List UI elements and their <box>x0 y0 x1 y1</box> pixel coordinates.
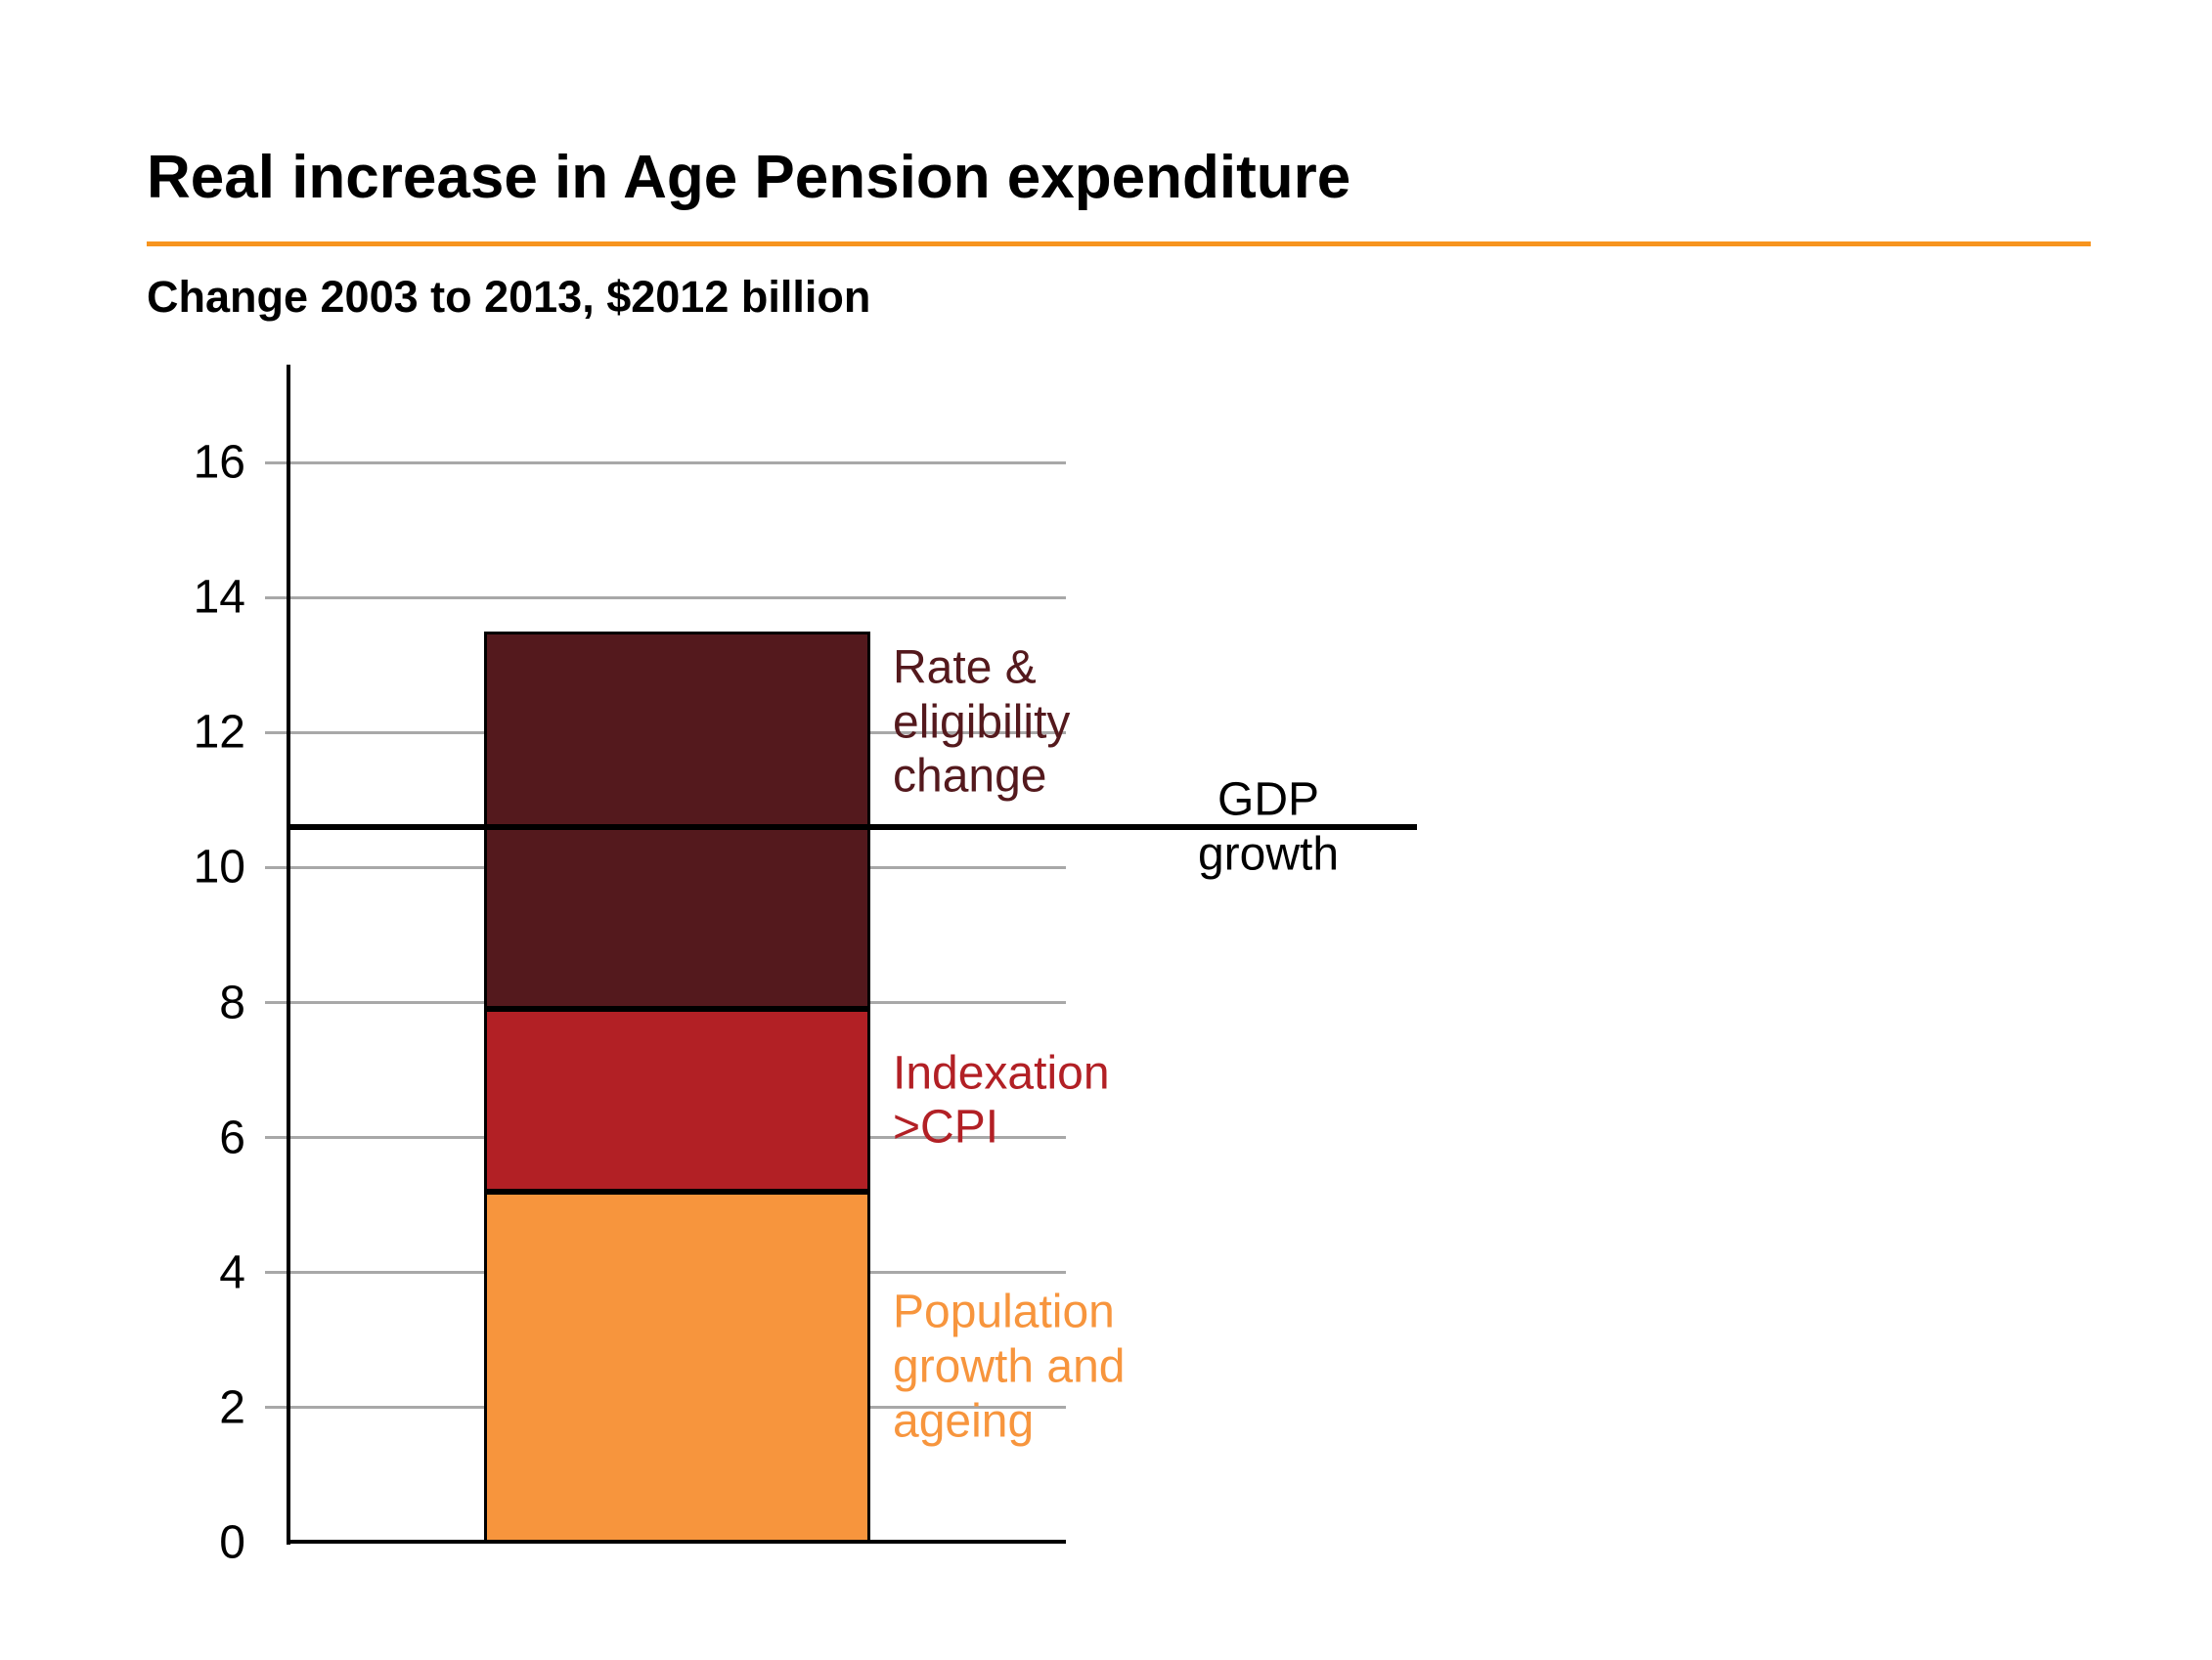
ref-label-line: GDP <box>1217 773 1320 826</box>
y-tick-label: 14 <box>193 571 245 624</box>
page-title: Real increase in Age Pension expenditure <box>147 144 1351 211</box>
series-label-line: Indexation <box>893 1047 1110 1100</box>
chart-plot-area: 0 2 4 6 8 10 12 14 16 Population growth and ageing I… <box>194 365 1417 1569</box>
series-label-line: change <box>893 750 1047 803</box>
chart-subtitle: Change 2003 to 2013, $2012 billion <box>147 272 871 322</box>
bar-segment-0 <box>484 1191 870 1543</box>
gridline <box>265 595 1066 599</box>
x-axis <box>287 1540 1066 1544</box>
series-label-line: Rate & <box>893 641 1037 694</box>
y-tick-label: 8 <box>219 977 245 1029</box>
series-label-line: growth and <box>893 1340 1126 1393</box>
ref-label-line: growth <box>1197 828 1340 881</box>
gridline <box>265 460 1066 464</box>
series-label-0: Population growth and ageing <box>893 1286 1126 1449</box>
series-label-1: Indexation >CPI <box>893 1046 1110 1155</box>
series-label-2: Rate & eligibility change <box>893 640 1070 804</box>
y-tick-label: 2 <box>219 1381 245 1434</box>
y-tick-label: 6 <box>219 1112 245 1164</box>
bar-segment-2 <box>484 631 870 1010</box>
bar-segment-1 <box>484 1009 870 1192</box>
gdp-growth-label: GDP growth <box>1198 772 1339 881</box>
series-label-line: >CPI <box>893 1101 999 1154</box>
y-tick-label: 16 <box>193 436 245 489</box>
gdp-reference-line <box>287 824 1417 831</box>
series-label-line: Population <box>893 1286 1115 1338</box>
title-underline <box>147 241 2091 246</box>
series-label-line: eligibility <box>893 696 1071 749</box>
y-tick-label: 12 <box>193 706 245 759</box>
y-tick-label: 4 <box>219 1246 245 1299</box>
y-tick-label: 0 <box>219 1516 245 1569</box>
y-axis <box>287 365 290 1545</box>
y-tick-label: 10 <box>193 841 245 894</box>
series-label-line: ageing <box>893 1395 1035 1448</box>
